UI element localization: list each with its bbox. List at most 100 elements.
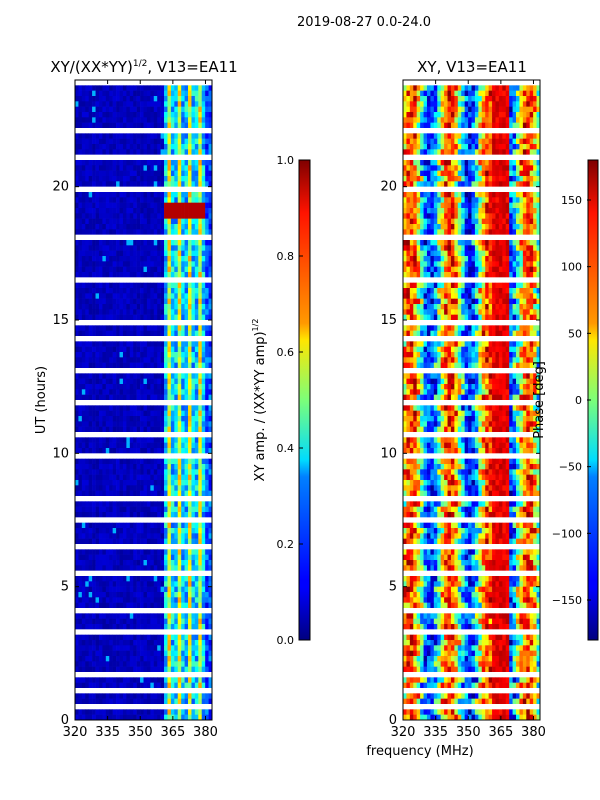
heatmap-cell xyxy=(526,176,531,182)
heatmap-cell xyxy=(194,213,199,219)
heatmap-cell xyxy=(116,661,120,667)
heatmap-cell xyxy=(208,693,213,699)
heatmap-cell xyxy=(191,437,196,443)
heatmap-cell xyxy=(170,282,175,289)
heatmap-cell xyxy=(81,661,86,667)
heatmap-cell xyxy=(157,261,161,267)
heatmap-cell xyxy=(119,528,124,534)
heatmap-cell xyxy=(92,458,96,465)
heatmap-cell xyxy=(174,170,179,177)
heatmap-cell xyxy=(146,506,151,513)
heatmap-cell xyxy=(78,149,83,155)
heatmap-cell xyxy=(181,405,185,411)
heatmap-cell xyxy=(143,624,148,630)
heatmap-cell xyxy=(112,149,117,155)
heatmap-cell xyxy=(92,661,96,667)
heatmap-cell xyxy=(205,410,209,417)
heatmap-cell xyxy=(129,618,134,625)
heatmap-cell xyxy=(112,490,117,497)
heatmap-cell xyxy=(201,309,206,315)
heatmap-cell xyxy=(85,469,89,475)
heatmap-cell xyxy=(194,469,199,475)
heatmap-cell xyxy=(129,522,134,529)
heatmap-cell xyxy=(153,144,158,150)
heatmap-cell xyxy=(430,202,435,209)
heatmap-cell xyxy=(88,682,93,689)
heatmap-cell xyxy=(409,149,414,155)
heatmap-cell xyxy=(126,293,131,299)
heatmap-cell xyxy=(136,245,141,251)
heatmap-cell xyxy=(140,480,144,486)
heatmap-cell xyxy=(447,176,452,182)
heatmap-cell xyxy=(126,640,131,646)
heatmap-cell xyxy=(188,554,192,561)
heatmap-cell xyxy=(75,677,79,683)
heatmap-cell xyxy=(81,101,86,107)
heatmap-cell xyxy=(170,458,175,465)
heatmap-cell xyxy=(184,613,189,619)
heatmap-cell xyxy=(109,357,113,363)
heatmap-cell xyxy=(150,528,155,534)
heatmap-cell xyxy=(416,202,421,209)
heatmap-cell xyxy=(160,346,165,353)
heatmap-cell xyxy=(157,538,161,545)
heatmap-cell xyxy=(150,709,155,715)
heatmap-cell xyxy=(153,341,158,347)
heatmap-cell xyxy=(109,240,113,246)
heatmap-cell xyxy=(102,480,107,486)
heatmap-cell xyxy=(430,133,435,139)
heatmap-cell xyxy=(136,522,141,529)
heatmap-cell xyxy=(143,405,148,411)
heatmap-cell xyxy=(194,325,199,331)
heatmap-cell xyxy=(133,501,137,507)
heatmap-cell xyxy=(170,389,175,395)
heatmap-cell xyxy=(464,106,469,113)
heatmap-cell xyxy=(198,384,203,390)
heatmap-cell xyxy=(146,250,151,257)
heatmap-cell xyxy=(481,85,486,91)
colorbar-tick-label: 0.6 xyxy=(277,346,295,359)
heatmap-cell xyxy=(160,250,165,257)
heatmap-cell xyxy=(78,394,83,401)
heatmap-cell xyxy=(157,117,161,123)
heatmap-cell xyxy=(85,474,89,481)
heatmap-cell xyxy=(126,421,131,427)
heatmap-cell xyxy=(198,224,203,230)
heatmap-cell xyxy=(78,330,83,337)
heatmap-cell xyxy=(191,640,196,646)
heatmap-cell xyxy=(129,394,134,401)
heatmap-cell xyxy=(102,378,107,385)
heatmap-cell xyxy=(177,101,182,107)
heatmap-cell xyxy=(188,464,192,470)
heatmap-cell xyxy=(157,554,161,561)
heatmap-cell xyxy=(126,458,131,465)
heatmap-cell xyxy=(143,677,148,683)
heatmap-cell xyxy=(208,469,213,475)
heatmap-cell xyxy=(109,304,113,310)
heatmap-cell xyxy=(194,112,199,118)
heatmap-cell xyxy=(201,656,206,662)
heatmap-cell xyxy=(112,357,117,363)
heatmap-cell xyxy=(78,512,83,518)
heatmap-cell xyxy=(409,112,414,118)
heatmap-cell xyxy=(153,85,158,91)
heatmap-cell xyxy=(167,485,172,491)
heatmap-cell xyxy=(133,650,137,657)
heatmap-cell xyxy=(146,112,151,118)
heatmap-cell xyxy=(88,512,93,518)
heatmap-cell xyxy=(181,293,185,299)
heatmap-cell xyxy=(177,144,182,150)
heatmap-cell xyxy=(78,314,83,321)
heatmap-cell xyxy=(512,149,517,155)
heatmap-cell xyxy=(208,245,213,251)
heatmap-cell xyxy=(143,426,148,433)
heatmap-cell xyxy=(164,288,168,294)
heatmap-cell xyxy=(450,202,455,209)
heatmap-cell xyxy=(105,144,110,150)
heatmap-cell xyxy=(201,618,206,625)
heatmap-cell xyxy=(191,560,196,566)
heatmap-cell xyxy=(78,160,83,166)
heatmap-cell xyxy=(85,528,89,534)
heatmap-cell xyxy=(188,645,192,651)
heatmap-cell xyxy=(174,640,179,646)
